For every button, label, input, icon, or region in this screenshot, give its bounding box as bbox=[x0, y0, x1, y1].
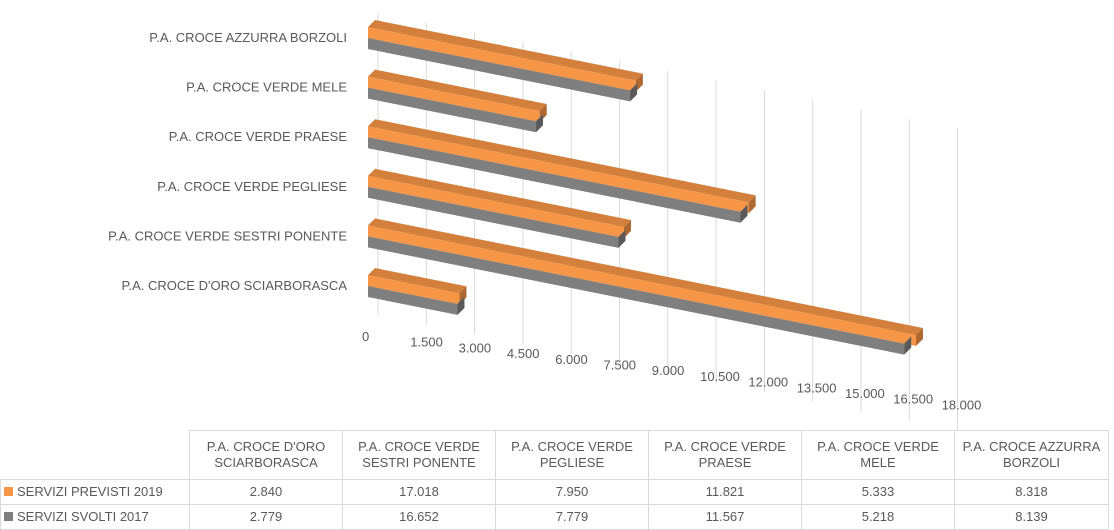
bar-top-face bbox=[368, 218, 923, 335]
bar-end-face bbox=[459, 286, 467, 305]
bar-end-face bbox=[618, 229, 626, 248]
legend-swatch-orange bbox=[4, 487, 13, 496]
bar-front-previsti bbox=[368, 225, 916, 346]
bar-end-face bbox=[904, 336, 912, 355]
table-header-cell: P.A. CROCE VERDE SESTRI PONENTE bbox=[342, 430, 496, 480]
x-tick-label: 9.000 bbox=[652, 363, 685, 378]
bar-top-face bbox=[368, 268, 467, 294]
bar-front-svolti bbox=[368, 87, 537, 133]
data-table: P.A. CROCE D'ORO SCIARBORASCA P.A. CROCE … bbox=[0, 430, 1109, 530]
x-tick-label: 1.500 bbox=[410, 335, 443, 350]
bar-chart: P.A. CROCE D'ORO SCIARBORASCA P.A. CROCE … bbox=[108, 13, 981, 430]
table-cell: 7.950 bbox=[495, 479, 649, 505]
legend-swatch-gray bbox=[4, 512, 13, 521]
category-label: P.A. CROCE D'ORO SCIARBORASCA bbox=[122, 278, 348, 293]
bar-end-face bbox=[457, 296, 465, 315]
bar-front-svolti bbox=[368, 236, 905, 355]
bar-front-svolti bbox=[368, 286, 458, 315]
table-corner-cell bbox=[0, 430, 190, 480]
bar-end-face bbox=[630, 83, 638, 102]
legend-entry-previsti-2019: SERVIZI PREVISTI 2019 bbox=[0, 479, 190, 505]
x-tick-label: 6.000 bbox=[555, 352, 588, 367]
bar-top-face bbox=[368, 20, 643, 81]
table-cell: 17.018 bbox=[342, 479, 496, 505]
category-label: P.A. CROCE VERDE PEGLIESE bbox=[157, 179, 347, 194]
bar-end-face bbox=[748, 195, 756, 214]
bar-end-face bbox=[635, 73, 643, 92]
table-header-cell: P.A. CROCE VERDE MELE bbox=[801, 430, 955, 480]
bar-top-face bbox=[368, 69, 547, 111]
x-tick-label: 15.000 bbox=[845, 386, 885, 401]
gridlines bbox=[377, 13, 959, 430]
x-tick-label: 18.000 bbox=[942, 397, 982, 412]
bars bbox=[368, 20, 923, 355]
category-label: P.A. CROCE VERDE SESTRI PONENTE bbox=[108, 228, 347, 243]
x-tick-label: 0 bbox=[362, 329, 369, 344]
bar-top-face bbox=[368, 119, 756, 203]
x-axis-tick-labels: 0 1.500 3.000 4.500 6.000 7.500 9.000 10.500 12.… bbox=[362, 329, 981, 412]
table-cell: 8.318 bbox=[954, 479, 1109, 505]
category-label: P.A. CROCE AZZURRA BORZOLI bbox=[149, 30, 347, 45]
table-cell: 5.333 bbox=[801, 479, 955, 505]
bar-front-previsti bbox=[368, 275, 460, 305]
bar-front-svolti bbox=[368, 186, 619, 248]
x-tick-label: 16.500 bbox=[893, 392, 933, 407]
bar-front-previsti bbox=[368, 175, 624, 238]
table-cell: 11.821 bbox=[648, 479, 802, 505]
bar-top-face bbox=[368, 168, 631, 227]
x-tick-label: 10.500 bbox=[700, 369, 740, 384]
table-header-cell: P.A. CROCE VERDE PEGLIESE bbox=[495, 430, 649, 480]
bar-front-previsti bbox=[368, 76, 540, 122]
bar-front-previsti bbox=[368, 27, 636, 92]
table-header-cell: P.A. CROCE AZZURRA BORZOLI bbox=[954, 430, 1109, 480]
table-header-cell: P.A. CROCE VERDE PRAESE bbox=[648, 430, 802, 480]
x-tick-label: 3.000 bbox=[459, 340, 492, 355]
x-tick-label: 13.500 bbox=[797, 380, 837, 395]
bar-end-face bbox=[623, 219, 631, 238]
table-cell: 2.840 bbox=[189, 479, 343, 505]
category-label: P.A. CROCE VERDE MELE bbox=[186, 80, 347, 95]
bar-front-previsti bbox=[368, 126, 749, 214]
table-header-row: P.A. CROCE D'ORO SCIARBORASCA P.A. CROCE … bbox=[0, 430, 1109, 480]
bar-end-face bbox=[915, 327, 923, 346]
bar-front-svolti bbox=[368, 137, 741, 223]
bar-front-svolti bbox=[368, 38, 631, 102]
table-header-cell: P.A. CROCE D'ORO SCIARBORASCA bbox=[189, 430, 343, 480]
bar-end-face bbox=[536, 114, 544, 133]
x-tick-label: 4.500 bbox=[507, 346, 540, 361]
x-tick-label: 12.000 bbox=[748, 375, 788, 390]
category-label: P.A. CROCE VERDE PRAESE bbox=[169, 129, 348, 144]
table-row-series-0: SERVIZI PREVISTI 2019 2.840 17.018 7.950… bbox=[0, 479, 1109, 505]
x-tick-label: 7.500 bbox=[604, 358, 637, 373]
category-labels: P.A. CROCE D'ORO SCIARBORASCA P.A. CROCE … bbox=[108, 30, 347, 293]
bar-end-face bbox=[740, 204, 748, 223]
